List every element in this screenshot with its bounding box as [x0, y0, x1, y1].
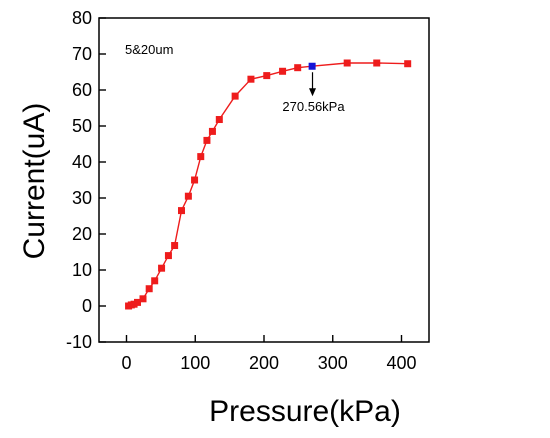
data-point: [178, 207, 185, 215]
data-point: [134, 298, 141, 306]
y-axis-ticks: -10 0 10 20 30 40 50 60 70 80: [66, 8, 106, 352]
x-tick-label: 200: [249, 353, 279, 373]
y-axis-title: Current(uA): [18, 103, 51, 260]
y-tick-label: -10: [66, 332, 92, 352]
y-tick-label: 70: [72, 44, 92, 64]
x-tick-label: 400: [386, 353, 416, 373]
data-point: [231, 92, 239, 100]
data-point: [294, 64, 302, 72]
data-point: [145, 285, 153, 293]
series-markers: [125, 59, 412, 310]
data-point: [373, 59, 381, 67]
data-point: [208, 127, 216, 135]
data-point: [203, 136, 211, 144]
data-point: [279, 67, 287, 75]
y-tick-label: 10: [72, 260, 92, 280]
data-point: [215, 116, 223, 124]
data-point: [263, 72, 271, 80]
y-tick-label: 80: [72, 8, 92, 28]
data-point: [191, 176, 199, 184]
highlight-arrow-head: [309, 88, 317, 97]
highlight-label: 270.56kPa: [282, 99, 345, 114]
plot-frame: [98, 17, 430, 343]
series-line: [128, 62, 408, 307]
data-point: [164, 252, 172, 260]
data-point: [184, 192, 192, 200]
y-tick-label: 60: [72, 80, 92, 100]
y-tick-label: 50: [72, 116, 92, 136]
x-axis-title: Pressure(kPa): [209, 395, 401, 428]
data-point: [171, 242, 179, 250]
x-axis-ticks: 0 100 200 300 400: [121, 335, 417, 373]
y-tick-label: 20: [72, 224, 92, 244]
y-tick-label: 30: [72, 188, 92, 208]
x-tick-label: 300: [318, 353, 348, 373]
y-tick-label: 0: [82, 296, 92, 316]
data-point: [343, 59, 351, 67]
data-point: [139, 295, 147, 303]
sample-annotation: 5&20um: [125, 42, 173, 57]
highlight-point: [308, 62, 316, 70]
data-point: [404, 60, 412, 68]
data-point: [151, 277, 159, 285]
data-point: [158, 264, 166, 272]
y-tick-label: 40: [72, 152, 92, 172]
data-point: [247, 75, 255, 83]
highlight-group: 270.56kPa: [282, 72, 345, 114]
x-tick-label: 100: [180, 353, 210, 373]
data-point: [197, 153, 205, 161]
x-tick-label: 0: [121, 353, 131, 373]
